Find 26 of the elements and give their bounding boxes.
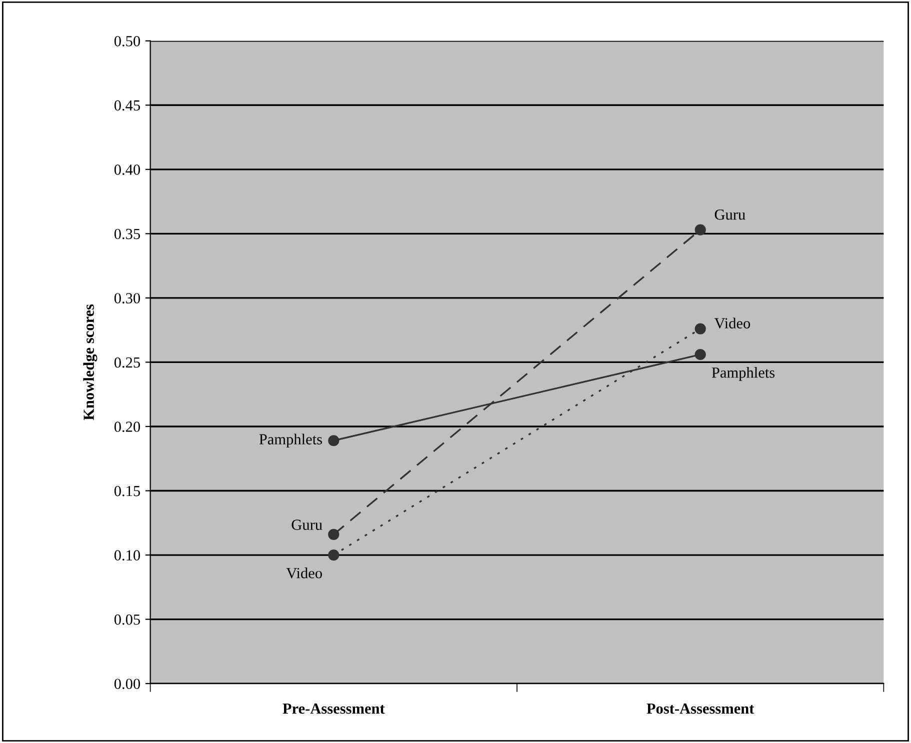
y-tick-label: 0.10 xyxy=(114,550,140,561)
x-tick-label: Post-Assessment xyxy=(646,704,754,714)
y-tick-label: 0.45 xyxy=(114,100,140,111)
y-tick-label: 0.40 xyxy=(114,164,140,175)
point xyxy=(694,224,706,236)
y-tick-label: 0.50 xyxy=(114,36,140,46)
y-tick-label: 0.30 xyxy=(114,293,140,304)
point xyxy=(694,348,706,360)
series-label: Guru xyxy=(292,520,322,530)
text: Pamphlets xyxy=(712,367,775,381)
point xyxy=(328,528,340,540)
series-label: Pamphlets xyxy=(259,434,322,448)
y-tick-label: 0.20 xyxy=(114,422,140,432)
y-tick-label: 0.25 xyxy=(114,357,140,368)
point xyxy=(694,323,706,334)
y-tick-label: 0.15 xyxy=(114,486,140,496)
point xyxy=(328,549,340,561)
y-axis-title: Knowledge scores xyxy=(83,304,98,420)
x-tick-label: Pre-Assessment xyxy=(282,704,385,714)
y-tick-label: 0.35 xyxy=(114,228,140,240)
y-tick-label: 0.00 xyxy=(114,678,140,690)
text: Guru xyxy=(714,209,746,220)
series-label: Video xyxy=(714,318,750,329)
text: Video xyxy=(286,568,322,578)
point xyxy=(328,435,340,446)
y-tick-label: 0.05 xyxy=(114,614,140,625)
